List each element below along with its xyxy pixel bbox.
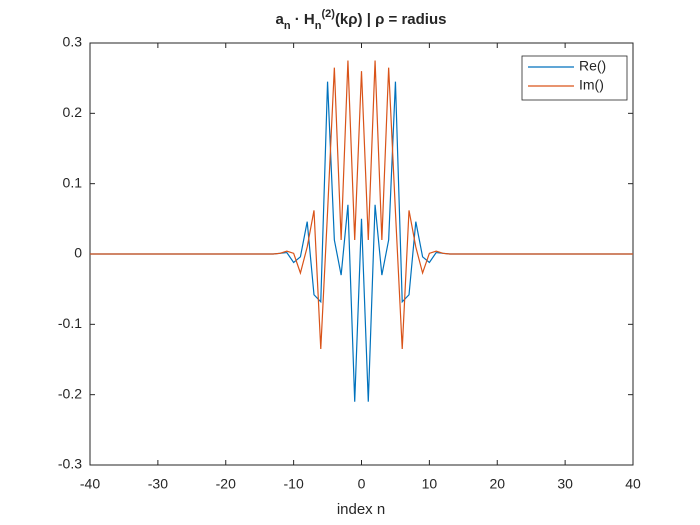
legend-label: Re(): [579, 58, 606, 74]
title-part: n: [284, 20, 291, 32]
y-tick-label: 0: [74, 245, 82, 261]
x-tick-label: -10: [284, 476, 304, 492]
y-tick-label: 0.2: [63, 104, 83, 120]
x-tick-label: 20: [489, 476, 505, 492]
title-part: (2): [321, 8, 335, 20]
y-tick-label: 0.3: [63, 34, 83, 50]
series-line: [90, 60, 633, 349]
x-tick-label: -30: [148, 476, 168, 492]
x-tick-label: -40: [80, 476, 100, 492]
legend-box: [521, 55, 628, 101]
y-tick-label: -0.2: [58, 385, 82, 401]
chart-title: an · Hn(2)(kρ) | ρ = radius: [276, 8, 447, 32]
x-tick-label: 0: [358, 476, 366, 492]
x-axis-label: index n: [337, 501, 385, 518]
y-tick-label: 0.1: [63, 174, 83, 190]
title-part: a: [276, 11, 285, 28]
y-tick-label: -0.1: [58, 315, 82, 331]
legend-label: Im(): [579, 77, 604, 93]
title-part: · H: [291, 11, 315, 28]
x-tick-label: 30: [557, 476, 573, 492]
title-part: n: [315, 20, 322, 32]
y-tick-label: -0.3: [58, 456, 82, 472]
x-tick-label: 10: [422, 476, 438, 492]
x-tick-label: 40: [625, 476, 641, 492]
x-tick-label: -20: [216, 476, 236, 492]
title-part: (kρ) | ρ = radius: [335, 11, 447, 28]
